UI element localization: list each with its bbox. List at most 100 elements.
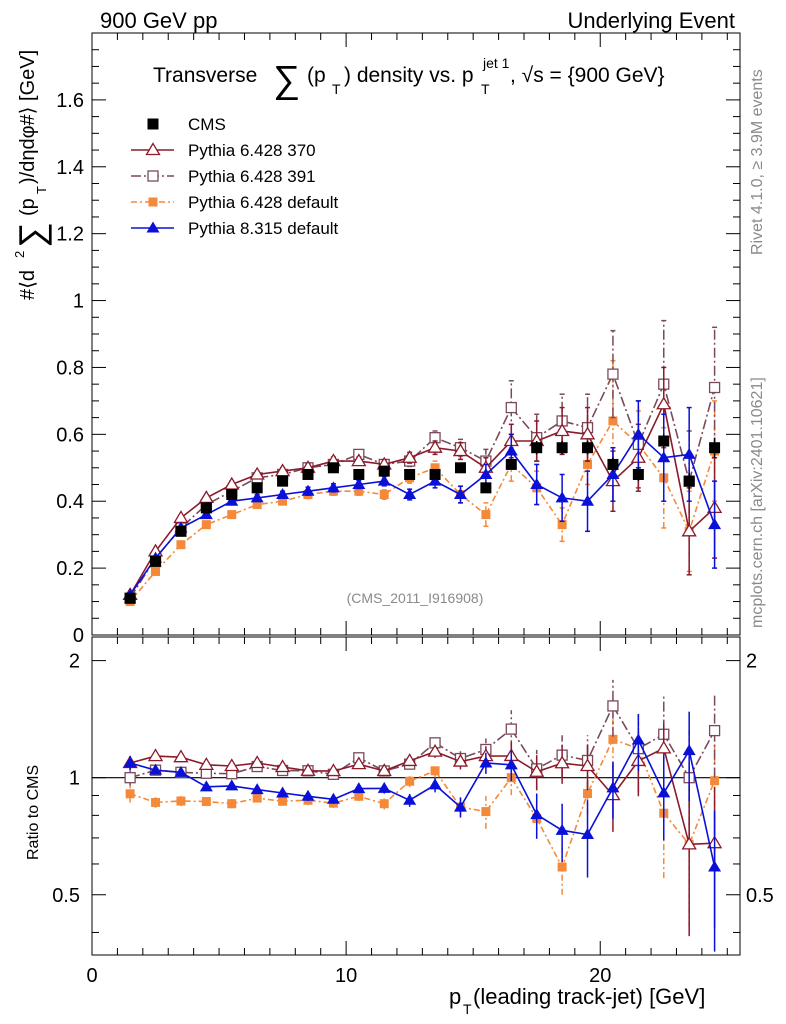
data-point (606, 467, 620, 479)
ratio-point (278, 796, 288, 806)
ratio-point (379, 799, 389, 809)
ratio-point (249, 755, 265, 769)
ratio-point (708, 860, 722, 872)
ratio-series-2 (125, 697, 720, 928)
y-tick-label: 0.2 (56, 558, 84, 580)
series-2 (125, 360, 720, 607)
ratio-series-line (129, 738, 716, 868)
data-point (708, 381, 721, 394)
ratio-y-tick-label-right: 0.5 (746, 885, 774, 907)
legend-entry-2: Pythia 6.428 default (131, 193, 339, 212)
data-point (249, 466, 265, 480)
data-point (530, 478, 544, 489)
data-point (224, 476, 240, 490)
cms-data (124, 434, 721, 604)
ratio-point (682, 744, 696, 756)
ratio-point (530, 808, 544, 820)
data-point (379, 490, 389, 500)
data-point (430, 463, 440, 473)
legend-entry-0: Pythia 6.428 370 (131, 141, 316, 160)
data-point (301, 484, 315, 496)
ratio-point (225, 779, 239, 791)
series-0 (122, 366, 723, 601)
y-axis-label: #⟨d 2 ∑ (p T )/dηdφ#⟩ [GeV] (11, 50, 52, 300)
data-point (579, 426, 596, 440)
legend-label: Pythia 6.428 370 (188, 141, 316, 160)
ratio-series-0 (122, 723, 723, 937)
data-point (554, 423, 570, 437)
cms-point (404, 468, 416, 480)
data-point (250, 491, 264, 503)
ratio-point (505, 723, 517, 735)
cms-point (302, 468, 314, 480)
legend-marker-cms (147, 118, 159, 130)
ratio-point (250, 783, 264, 795)
ratio-point (427, 743, 443, 757)
legend-entry-3: Pythia 8.315 default (131, 219, 339, 238)
ratio-point (124, 772, 136, 784)
data-point (505, 401, 517, 414)
ratio-point (151, 797, 161, 807)
cms-point (226, 489, 238, 501)
data-point (681, 523, 697, 537)
ylabel-sup: 2 (12, 251, 27, 258)
cms-point (327, 462, 339, 474)
data-point (583, 459, 593, 469)
ratio-point (405, 776, 415, 786)
data-point (274, 463, 291, 477)
xlabel-rest: (leading track-jet) [GeV] (473, 984, 705, 1009)
ratio-point (453, 800, 467, 812)
data-point (198, 490, 214, 504)
legend-entry-1: Pythia 6.428 391 (131, 167, 316, 186)
ratio-point (326, 792, 340, 804)
ratio-point (125, 789, 135, 799)
cms-point (251, 482, 263, 494)
ratio-point (199, 780, 213, 792)
xlabel-t: T (463, 1001, 472, 1017)
data-point (151, 566, 161, 576)
header-left: 900 GeV pp (100, 8, 217, 33)
data-point (581, 494, 595, 506)
data-point (452, 443, 469, 457)
data-point (479, 467, 493, 479)
ratio-point (301, 789, 315, 801)
xlabel-p: p (449, 984, 461, 1009)
ratio-point (227, 799, 237, 809)
chart-title: Transverse ∑ (p T ) density vs. p jet 1 … (153, 55, 665, 101)
title-paren-open: (p (307, 64, 326, 87)
ratio-point (708, 724, 721, 737)
cms-point (454, 462, 466, 474)
ratio-y-tick-label: 1 (69, 768, 80, 790)
data-point (252, 500, 262, 510)
cms-point (683, 475, 695, 487)
data-point (607, 368, 619, 380)
title-paren-close: ) density vs. p (344, 64, 474, 87)
legend: CMS Pythia 6.428 370 Pythia 6.428 391 Pythi… (131, 115, 339, 238)
ratio-point (504, 758, 518, 770)
data-point (631, 427, 645, 439)
ratio-point (681, 836, 697, 850)
ratio-point (147, 748, 164, 762)
data-point (402, 449, 418, 463)
legend-marker (147, 170, 159, 182)
ratio-point (325, 763, 342, 777)
title-sum: ∑ (273, 59, 300, 101)
series-line (129, 419, 716, 603)
y-tick-label: 1.6 (56, 90, 84, 112)
data-point (481, 510, 491, 520)
data-point (173, 510, 189, 524)
ratio-point (354, 791, 364, 801)
header-right: Underlying Event (567, 8, 735, 33)
ratio-point (557, 862, 567, 872)
x-tick-label: 20 (589, 965, 611, 987)
ratio-point (351, 756, 367, 770)
ratio-point (276, 786, 290, 798)
cms-point (175, 525, 187, 537)
cms-point (709, 442, 721, 454)
data-point (352, 478, 366, 489)
ratio-point (176, 796, 186, 806)
data-point (176, 540, 186, 550)
data-point (608, 416, 618, 426)
y-tick-label: 0 (73, 625, 84, 647)
data-point (682, 447, 696, 459)
